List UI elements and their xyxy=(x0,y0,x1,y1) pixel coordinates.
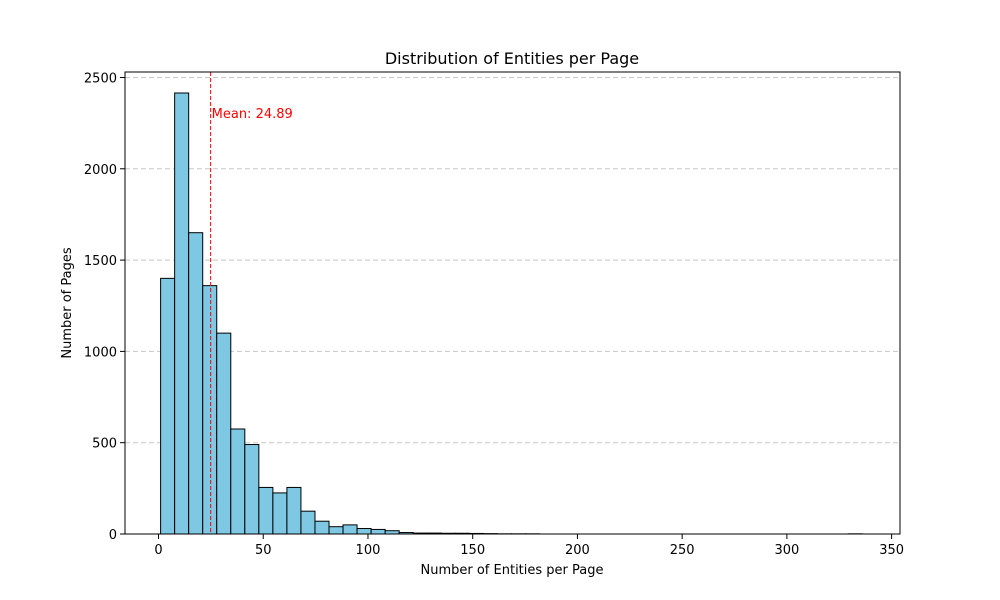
y-tick-label: 1500 xyxy=(84,254,117,269)
x-axis-label: Number of Entities per Page xyxy=(421,563,604,578)
histogram-bar xyxy=(174,92,190,535)
histogram-bar xyxy=(356,528,372,535)
x-tick-label: 250 xyxy=(670,543,695,558)
mean-label: Mean: 24.89 xyxy=(212,107,293,122)
x-tick-label: 350 xyxy=(879,543,904,558)
y-tick-label: 500 xyxy=(92,437,117,452)
x-axis-ticks: 0 50 100 150 200 250 300 350 xyxy=(154,534,904,558)
y-axis-ticks: 0 500 1000 1500 2000 2500 xyxy=(84,71,125,543)
histogram-bar xyxy=(370,528,386,535)
histogram-bar xyxy=(160,277,176,535)
grid-lines xyxy=(125,76,900,444)
histogram-bar xyxy=(328,526,344,535)
plot-area-frame xyxy=(124,71,901,535)
histogram-bar xyxy=(244,444,260,535)
y-axis-label: Number of Pages xyxy=(60,247,75,358)
x-tick-label: 100 xyxy=(356,543,381,558)
x-tick-label: 150 xyxy=(460,543,485,558)
histogram-bar xyxy=(188,232,204,535)
x-tick-label: 50 xyxy=(255,543,272,558)
histogram-bar xyxy=(258,486,274,535)
histogram-bar xyxy=(286,486,302,535)
x-tick-label: 300 xyxy=(774,543,799,558)
histogram-bar xyxy=(216,332,232,535)
y-tick-label: 0 xyxy=(109,528,117,543)
x-tick-label: 200 xyxy=(565,543,590,558)
histogram-bar xyxy=(314,520,330,535)
y-tick-label: 2500 xyxy=(84,71,117,86)
histogram-bar xyxy=(300,510,316,535)
histogram-bar xyxy=(230,428,246,535)
histogram-bars xyxy=(160,92,863,535)
histogram-bar xyxy=(202,285,218,535)
histogram-bar xyxy=(272,492,288,535)
y-tick-label: 1000 xyxy=(84,345,117,360)
histogram-bar xyxy=(342,524,358,535)
chart-title: Distribution of Entities per Page xyxy=(385,49,639,68)
x-tick-label: 0 xyxy=(154,543,162,558)
y-tick-label: 2000 xyxy=(84,163,117,178)
